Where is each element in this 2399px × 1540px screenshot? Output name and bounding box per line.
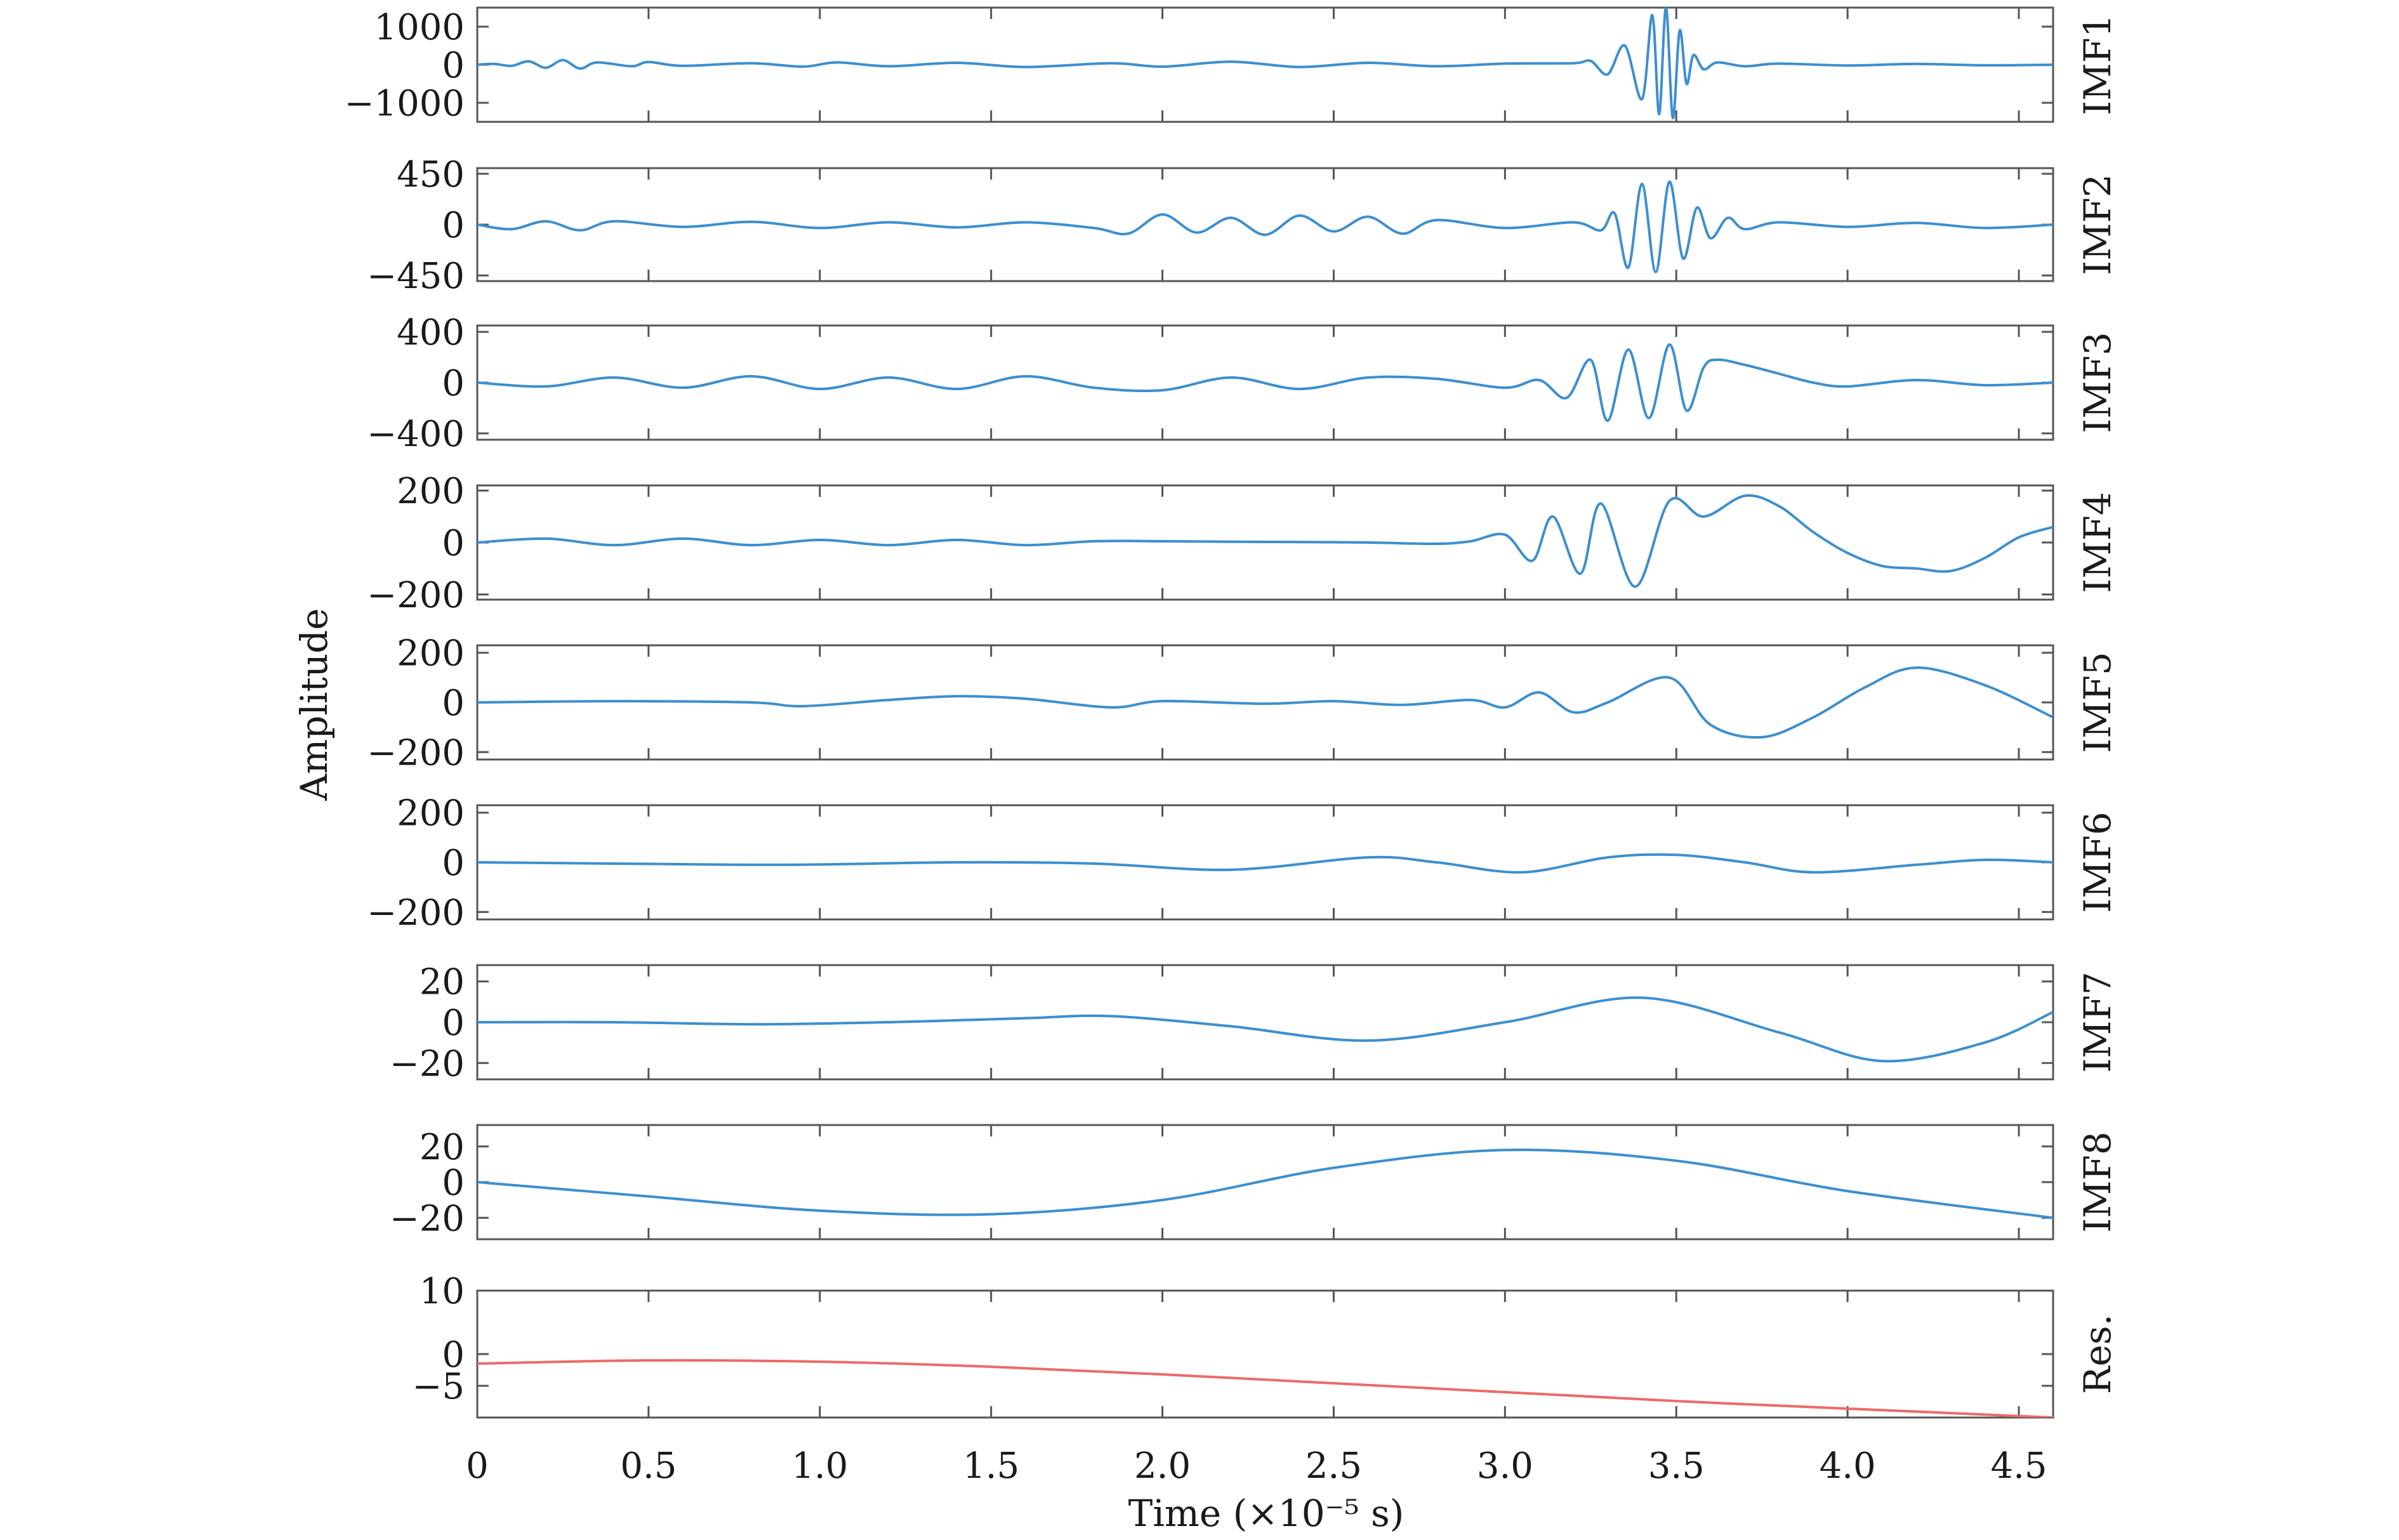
y-tick-label: 200 (397, 633, 465, 675)
series-line-imf1 (477, 8, 2053, 120)
panel-label-res: Res. (2076, 1314, 2119, 1394)
series-line-res (477, 1359, 2053, 1418)
panel-imf5: 200 0 −200 IMF5 (367, 633, 2119, 774)
y-tick-label: 0 (442, 523, 465, 564)
y-tick-label: 0 (442, 205, 465, 246)
y-tick-label: 0 (442, 45, 465, 86)
y-tick-label: −20 (390, 1198, 465, 1239)
y-tick-label: 0 (442, 843, 465, 884)
panel-label-imf6: IMF6 (2076, 812, 2119, 912)
y-tick-label: −200 (367, 575, 465, 616)
panel-label-imf7: IMF7 (2076, 971, 2119, 1072)
y-tick-label: −450 (367, 256, 465, 297)
panel-imf7: 200−20 IMF7 (390, 962, 2119, 1085)
panel-imf3: 400 0 −400 IMF3 (367, 312, 2119, 455)
y-tick-label: 200 (397, 793, 465, 834)
y-tick-label: 0 (442, 363, 465, 404)
y-tick-label: −200 (367, 732, 465, 773)
x-axis-tick-labels: 0 0.5 1.0 1.5 2.0 2.5 3.0 3.5 4.0 4.5 (466, 1445, 2047, 1487)
y-tick-label: 20 (420, 1127, 465, 1168)
y-tick-label: −1000 (345, 83, 465, 124)
series-line-imf7 (477, 996, 2053, 1063)
y-tick-label: 10 (420, 1271, 465, 1312)
y-tick-label: −20 (390, 1043, 465, 1084)
y-tick-label: 0 (442, 683, 465, 724)
x-tick-label: 3.5 (1648, 1445, 1705, 1487)
x-tick-label: 3.0 (1477, 1445, 1533, 1487)
y-axis-label: Amplitude (293, 608, 336, 801)
y-tick-label: 200 (397, 471, 465, 512)
x-tick-label: 4.5 (1990, 1445, 2047, 1487)
series-line-imf3 (477, 343, 2053, 423)
y-tick-label: −400 (367, 414, 465, 455)
panel-label-imf2: IMF2 (2076, 174, 2119, 275)
x-tick-label: 1.5 (963, 1445, 1019, 1487)
series-line-imf8 (477, 1148, 2053, 1220)
y-tick-label: −5 (412, 1366, 465, 1407)
panel-label-imf3: IMF3 (2076, 332, 2119, 433)
panel-imf6: 200 0 −200 IMF6 (367, 793, 2119, 934)
series-line-imf2 (477, 180, 2053, 273)
y-tick-label: 450 (397, 154, 465, 195)
series-line-imf5 (477, 666, 2053, 739)
y-tick-label: 0 (442, 1003, 465, 1044)
series-line-imf4 (477, 494, 2053, 588)
y-tick-label: 20 (420, 962, 465, 1003)
panel-label-imf5: IMF5 (2076, 652, 2119, 753)
y-tick-label: 0 (442, 1162, 465, 1204)
x-tick-label: 0.5 (620, 1445, 677, 1487)
x-tick-label: 0 (466, 1445, 489, 1487)
x-tick-label: 1.0 (791, 1445, 848, 1487)
x-tick-label: 2.0 (1134, 1445, 1191, 1487)
panel-label-imf4: IMF4 (2076, 492, 2119, 593)
y-tick-label: 1000 (374, 7, 465, 48)
series-line-imf6 (477, 853, 2053, 874)
panel-label-imf1: IMF1 (2076, 14, 2119, 115)
y-tick-label: 0 (442, 1334, 465, 1376)
panel-imf4: 200 0 −200 IMF4 (367, 471, 2119, 616)
x-axis-label: Time (×10⁻⁵ s) (1128, 1492, 1404, 1535)
panel-imf2: 450 0 −450 IMF2 (367, 154, 2119, 297)
panel-label-imf8: IMF8 (2076, 1131, 2119, 1232)
x-tick-label: 2.5 (1305, 1445, 1362, 1487)
panel-res: 10 0−5 Res. (412, 1271, 2119, 1419)
y-tick-label: −200 (367, 892, 465, 933)
x-tick-label: 4.0 (1820, 1445, 1876, 1487)
y-tick-label: 400 (397, 312, 465, 353)
panel-imf8: 200−20 IMF8 (390, 1124, 2119, 1241)
